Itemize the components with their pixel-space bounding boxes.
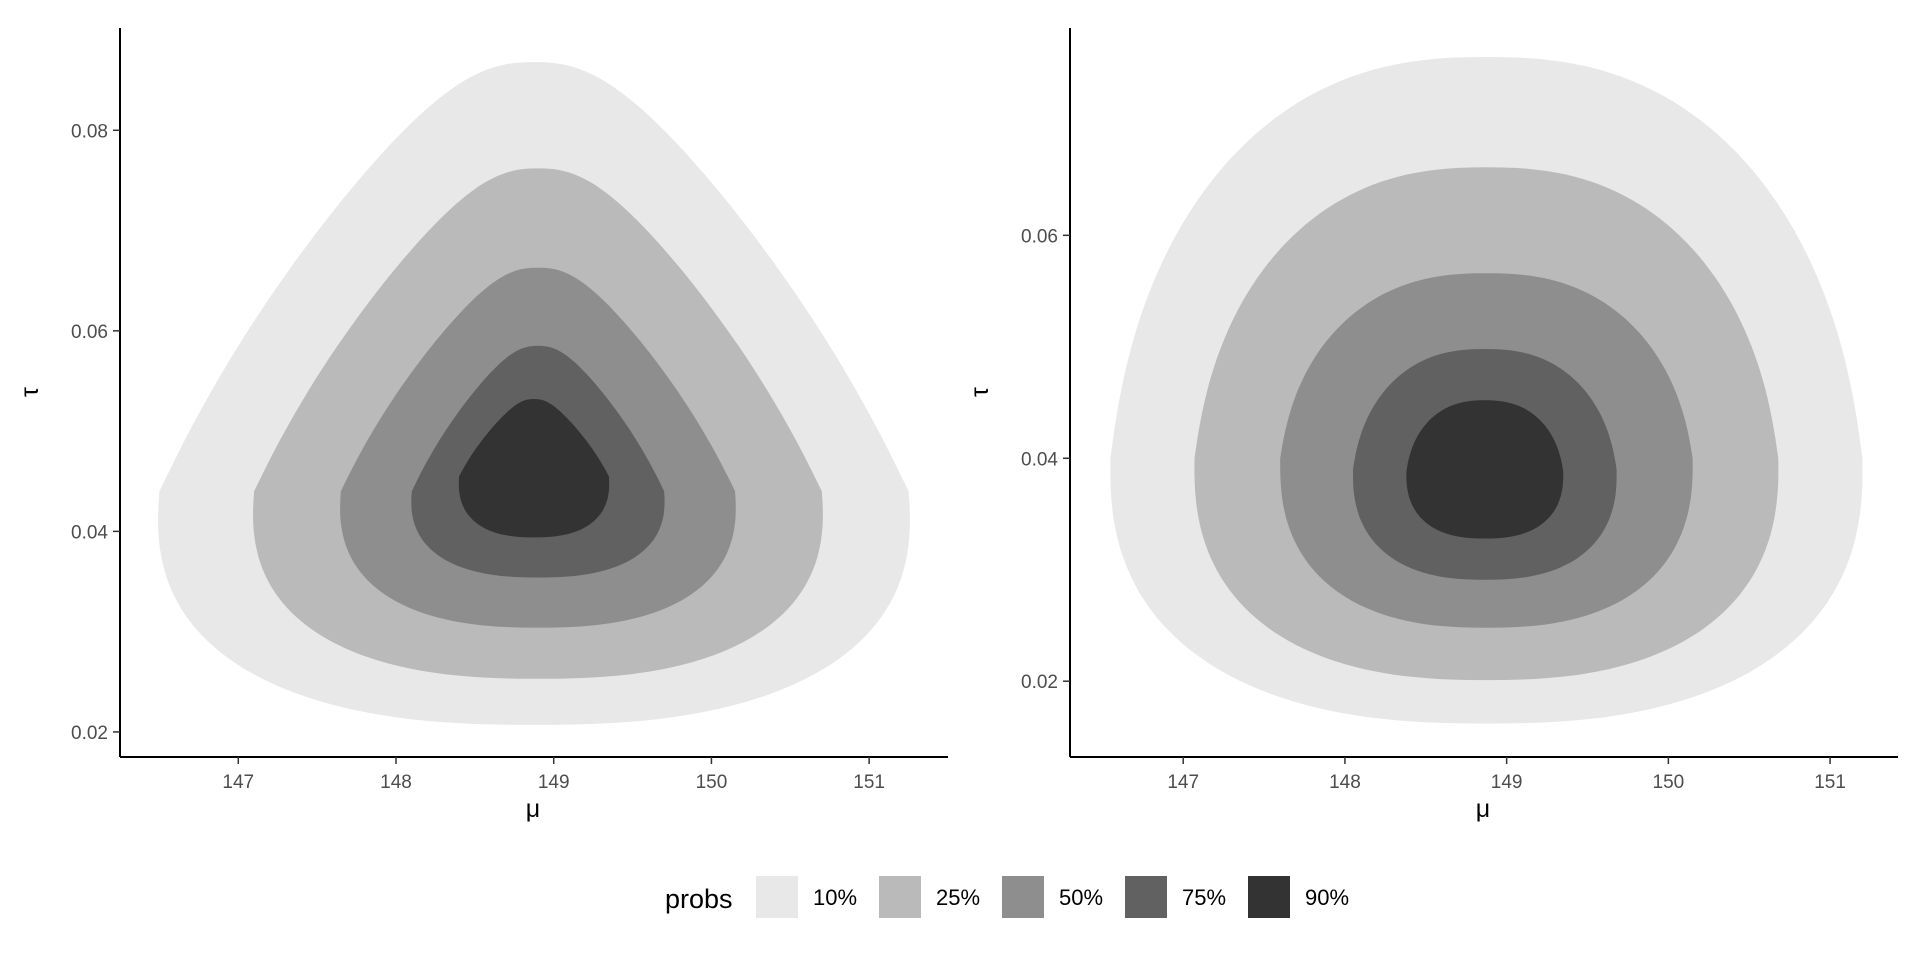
legend-label: 75% xyxy=(1182,885,1226,910)
y-tick-label: 0.06 xyxy=(1021,226,1058,247)
y-tick-label: 0.04 xyxy=(71,522,108,543)
x-tick-label: 150 xyxy=(696,772,728,793)
legend-title: probs xyxy=(665,884,733,914)
x-axis-title: μ xyxy=(1476,795,1490,823)
legend-label: 25% xyxy=(936,885,980,910)
y-tick-label: 0.02 xyxy=(71,723,108,744)
left-panel: 147 148 149 150 151 0.02 0.04 0.06 0.08 μ τ xyxy=(16,28,948,823)
y-tick-label: 0.02 xyxy=(1021,672,1058,693)
legend-label: 90% xyxy=(1305,885,1349,910)
y-tick-label: 0.08 xyxy=(71,121,108,142)
x-tick-label: 151 xyxy=(1814,772,1846,793)
x-tick-label: 147 xyxy=(222,772,254,793)
x-tick-label: 147 xyxy=(1167,772,1199,793)
contour-region-90pct xyxy=(1406,400,1564,539)
legend-label: 10% xyxy=(813,885,857,910)
x-tick-label: 151 xyxy=(853,772,885,793)
legend-label: 50% xyxy=(1059,885,1103,910)
y-tick-label: 0.06 xyxy=(71,322,108,343)
right-panel: 147 148 149 150 151 0.02 0.04 0.06 μ τ xyxy=(966,28,1898,823)
x-tick-label: 148 xyxy=(1329,772,1361,793)
legend-key-50pct xyxy=(1002,876,1044,918)
y-axis-title: τ xyxy=(966,387,994,397)
contour-region-90pct xyxy=(458,399,610,538)
x-tick-label: 148 xyxy=(380,772,412,793)
legend: probs 10% 25% 50% 75% 90% xyxy=(665,876,1349,918)
legend-key-25pct xyxy=(879,876,921,918)
x-tick-label: 150 xyxy=(1653,772,1685,793)
legend-key-90pct xyxy=(1248,876,1290,918)
y-tick-label: 0.04 xyxy=(1021,449,1058,470)
x-axis-title: μ xyxy=(526,795,540,823)
x-tick-label: 149 xyxy=(538,772,570,793)
y-axis-title: τ xyxy=(16,387,44,397)
x-tick-label: 149 xyxy=(1491,772,1523,793)
legend-key-10pct xyxy=(756,876,798,918)
legend-key-75pct xyxy=(1125,876,1167,918)
